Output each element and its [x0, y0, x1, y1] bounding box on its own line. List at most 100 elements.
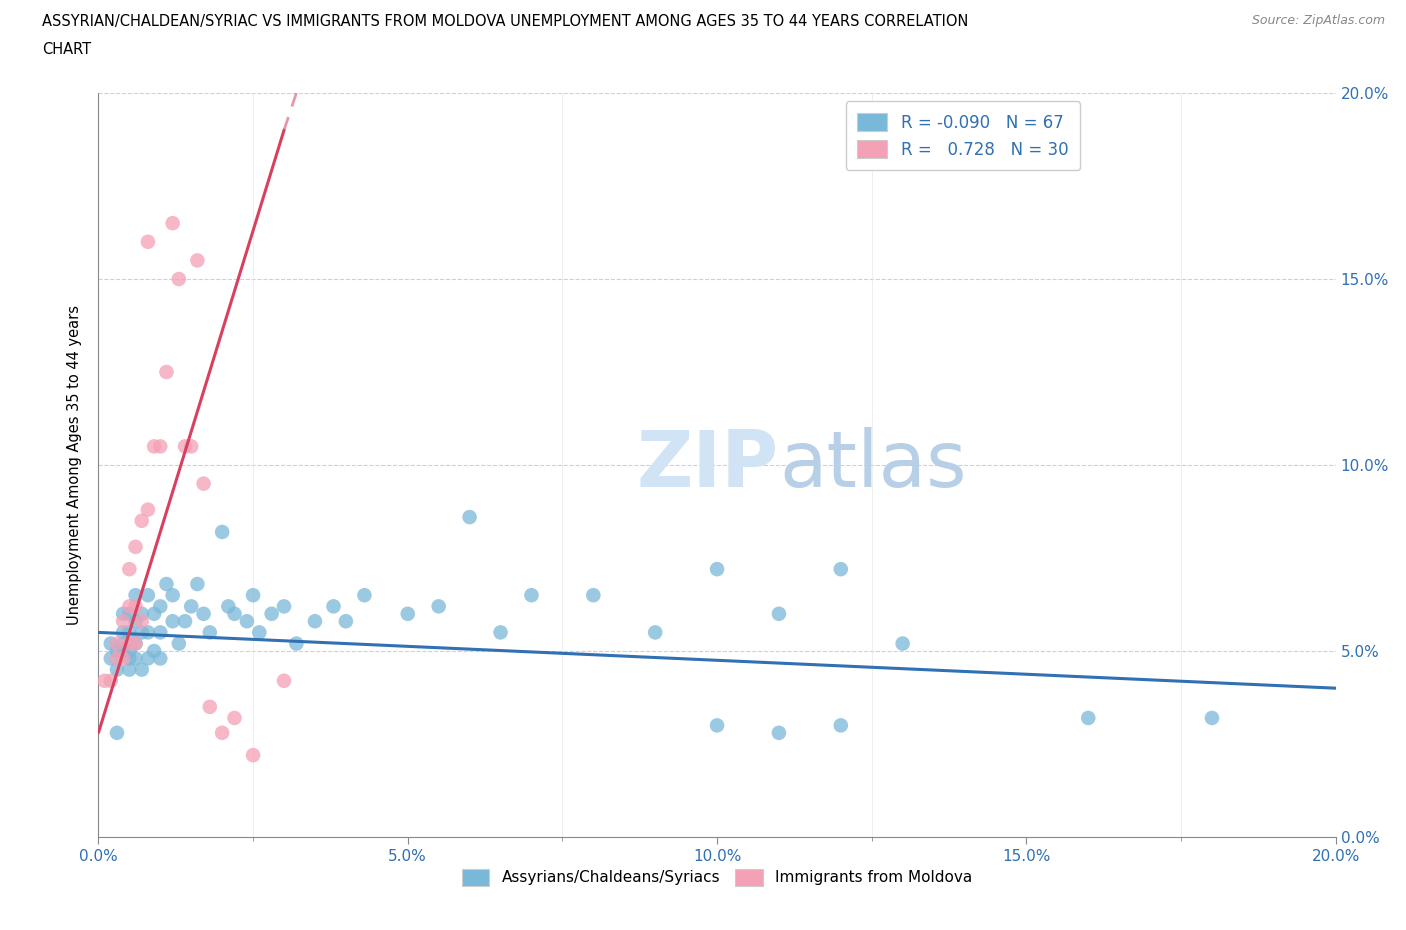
Point — [131, 625, 153, 640]
Point — [149, 439, 172, 454]
Point — [198, 625, 221, 640]
Point — [136, 651, 159, 666]
Point — [124, 599, 146, 614]
Text: Source: ZipAtlas.com: Source: ZipAtlas.com — [1251, 14, 1385, 27]
Point — [112, 625, 135, 640]
Point — [211, 725, 233, 740]
Point — [285, 636, 308, 651]
Point — [149, 599, 172, 614]
Point — [247, 625, 270, 640]
Point — [105, 662, 128, 677]
Point — [162, 216, 184, 231]
Point — [118, 644, 141, 658]
Point — [768, 606, 790, 621]
Point — [131, 513, 153, 528]
Point — [131, 614, 153, 629]
Point — [768, 725, 790, 740]
Point — [353, 588, 375, 603]
Point — [167, 272, 190, 286]
Point — [124, 636, 146, 651]
Point — [131, 662, 153, 677]
Point — [830, 718, 852, 733]
Point — [105, 651, 128, 666]
Point — [242, 588, 264, 603]
Point — [830, 562, 852, 577]
Point — [162, 614, 184, 629]
Point — [180, 439, 202, 454]
Point — [167, 636, 190, 651]
Point — [112, 606, 135, 621]
Point — [322, 599, 344, 614]
Point — [143, 439, 166, 454]
Point — [118, 625, 141, 640]
Point — [186, 253, 208, 268]
Point — [93, 673, 115, 688]
Point — [396, 606, 419, 621]
Point — [118, 636, 141, 651]
Point — [136, 234, 159, 249]
Point — [198, 699, 221, 714]
Point — [118, 562, 141, 577]
Text: CHART: CHART — [42, 42, 91, 57]
Point — [155, 577, 177, 591]
Point — [100, 673, 122, 688]
Point — [105, 644, 128, 658]
Point — [100, 651, 122, 666]
Point — [644, 625, 666, 640]
Point — [304, 614, 326, 629]
Point — [891, 636, 914, 651]
Point — [273, 599, 295, 614]
Point — [124, 539, 146, 554]
Point — [124, 614, 146, 629]
Point — [193, 606, 215, 621]
Point — [706, 562, 728, 577]
Point — [100, 636, 122, 651]
Point — [1201, 711, 1223, 725]
Point — [143, 606, 166, 621]
Point — [136, 588, 159, 603]
Point — [105, 636, 128, 651]
Point — [155, 365, 177, 379]
Point — [236, 614, 259, 629]
Point — [706, 718, 728, 733]
Point — [427, 599, 450, 614]
Point — [136, 502, 159, 517]
Point — [193, 476, 215, 491]
Point — [136, 625, 159, 640]
Point — [273, 673, 295, 688]
Point — [217, 599, 239, 614]
Point — [124, 651, 146, 666]
Point — [180, 599, 202, 614]
Point — [105, 725, 128, 740]
Point — [118, 662, 141, 677]
Point — [112, 651, 135, 666]
Point — [174, 439, 197, 454]
Point — [124, 636, 146, 651]
Point — [242, 748, 264, 763]
Point — [131, 606, 153, 621]
Point — [118, 606, 141, 621]
Point — [224, 606, 246, 621]
Point — [489, 625, 512, 640]
Text: atlas: atlas — [779, 427, 966, 503]
Point — [582, 588, 605, 603]
Point — [162, 588, 184, 603]
Point — [174, 614, 197, 629]
Point — [149, 651, 172, 666]
Point — [211, 525, 233, 539]
Point — [149, 625, 172, 640]
Point — [118, 651, 141, 666]
Text: ASSYRIAN/CHALDEAN/SYRIAC VS IMMIGRANTS FROM MOLDOVA UNEMPLOYMENT AMONG AGES 35 T: ASSYRIAN/CHALDEAN/SYRIAC VS IMMIGRANTS F… — [42, 14, 969, 29]
Y-axis label: Unemployment Among Ages 35 to 44 years: Unemployment Among Ages 35 to 44 years — [67, 305, 83, 625]
Point — [143, 644, 166, 658]
Point — [520, 588, 543, 603]
Point — [112, 614, 135, 629]
Text: ZIP: ZIP — [637, 427, 779, 503]
Point — [112, 636, 135, 651]
Legend: Assyrians/Chaldeans/Syriacs, Immigrants from Moldova: Assyrians/Chaldeans/Syriacs, Immigrants … — [451, 858, 983, 897]
Point — [112, 644, 135, 658]
Point — [124, 588, 146, 603]
Point — [1077, 711, 1099, 725]
Point — [118, 599, 141, 614]
Point — [224, 711, 246, 725]
